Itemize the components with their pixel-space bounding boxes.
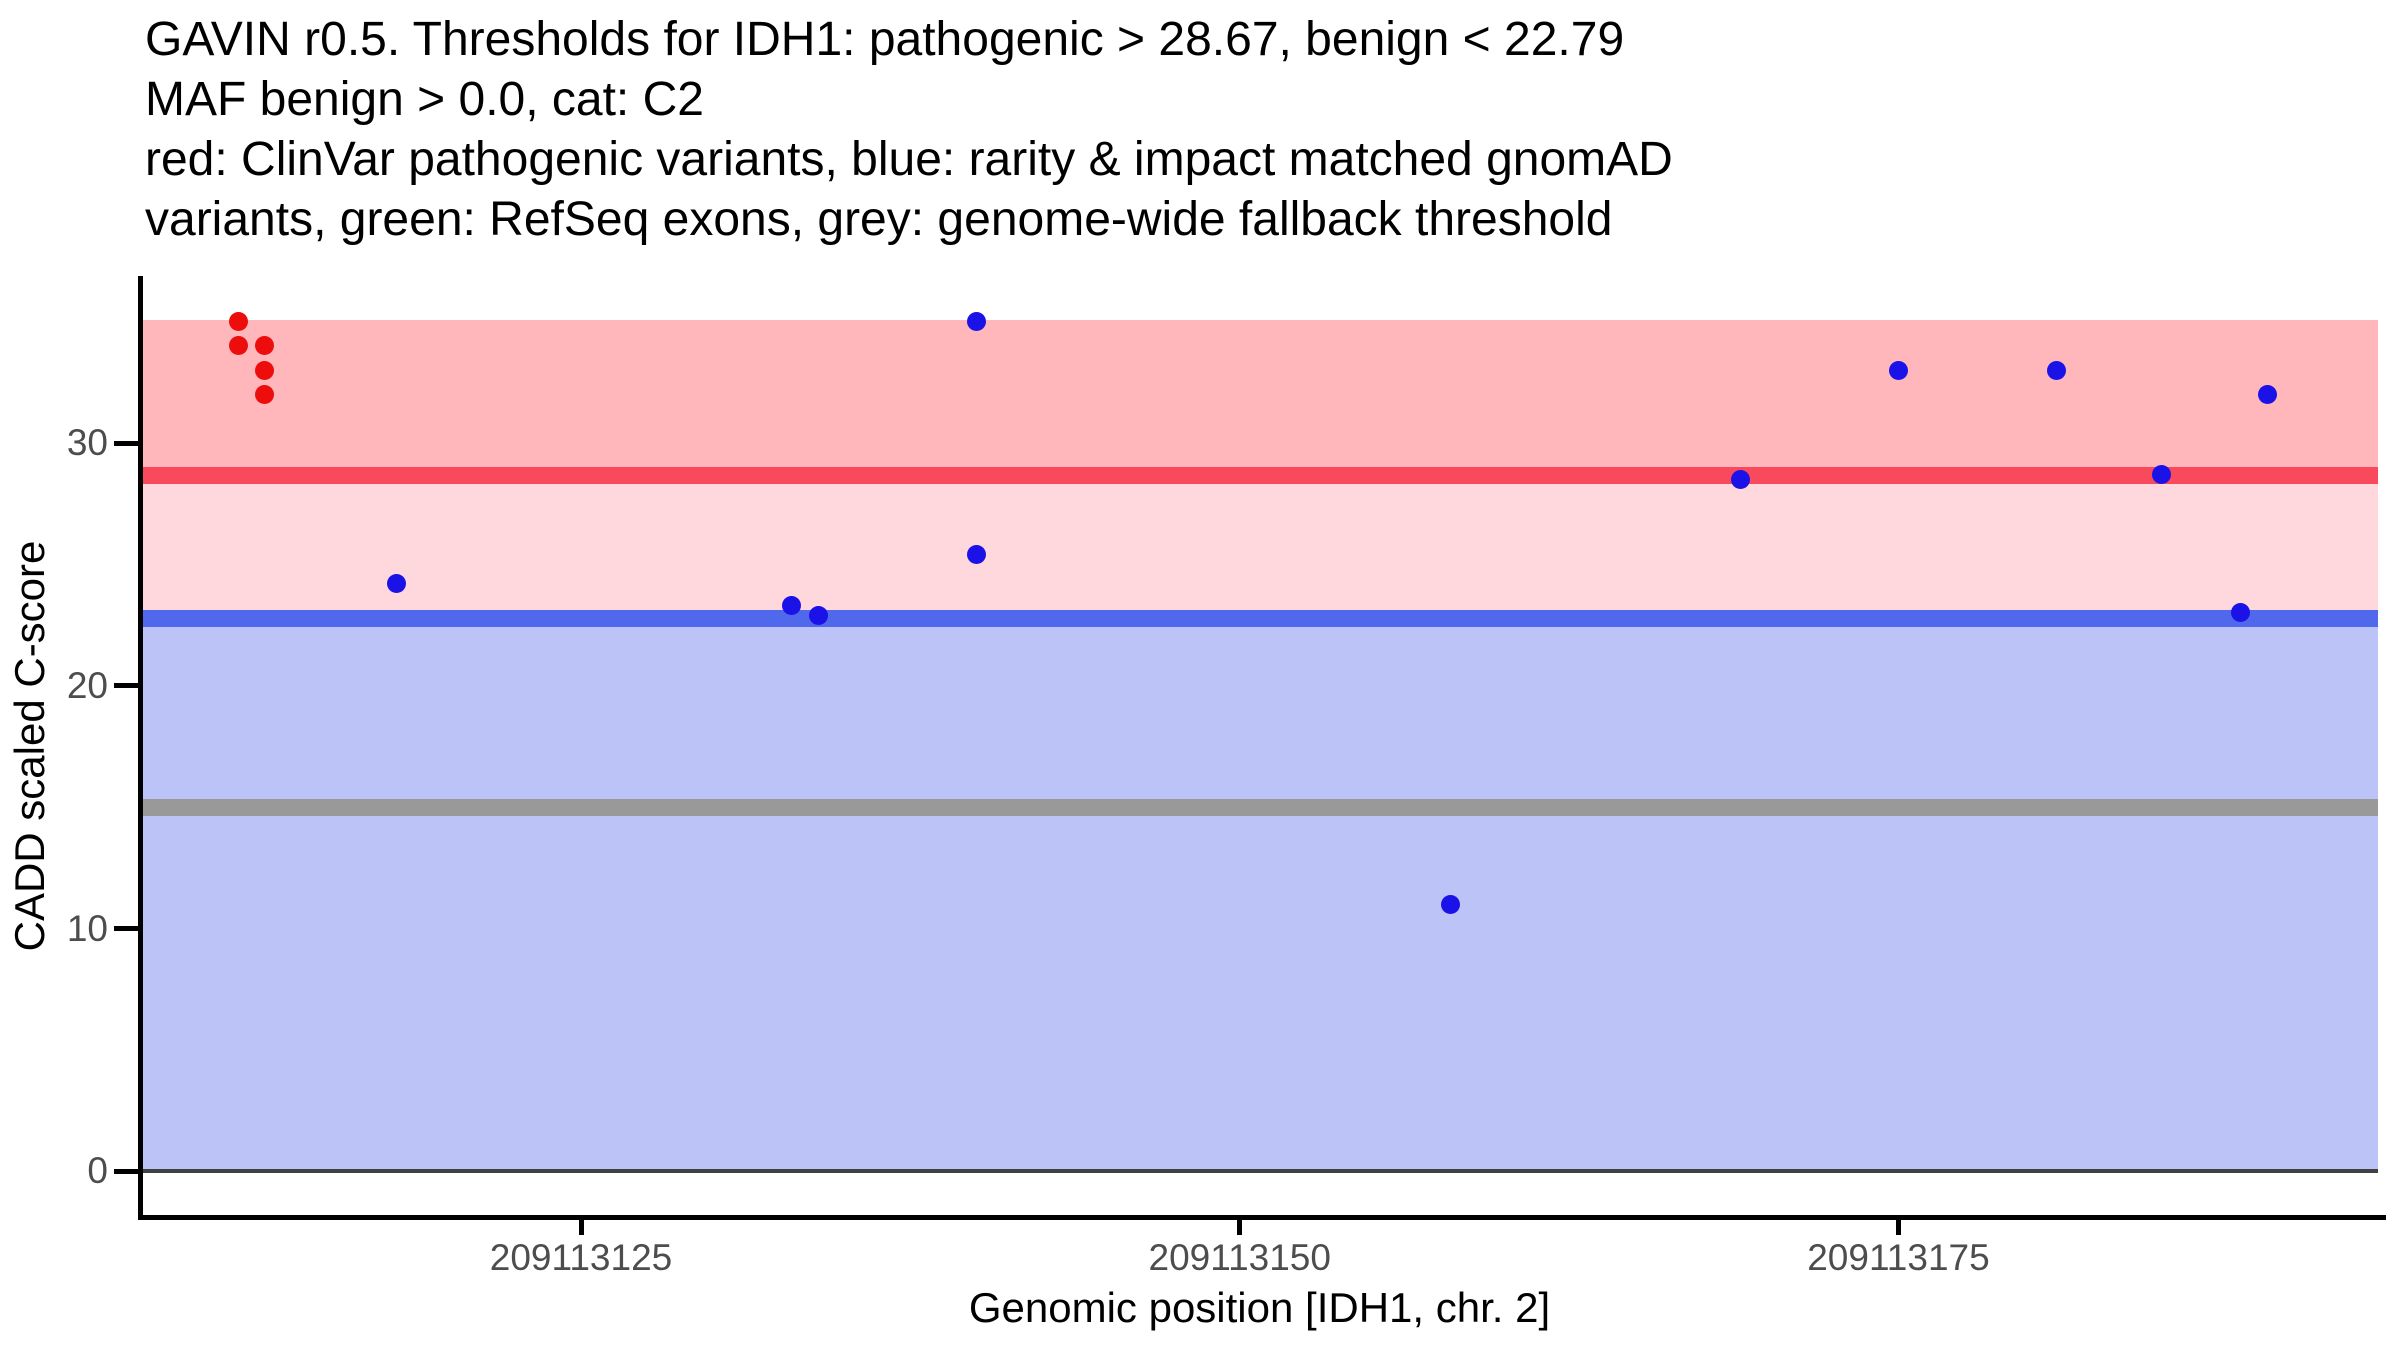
- gnomad-matched-point: [966, 312, 986, 332]
- pathogenic-band: [141, 320, 2378, 476]
- title-line-3: red: ClinVar pathogenic variants, blue: …: [145, 133, 1673, 186]
- benign-band: [141, 618, 2378, 1172]
- clinvar-pathogenic-point: [228, 336, 248, 356]
- gnomad-matched-point: [387, 574, 407, 594]
- y-axis-tick: [114, 683, 138, 689]
- gnomad-matched-point: [1441, 894, 1461, 914]
- fallback-threshold-line: [141, 798, 2378, 816]
- benign-threshold-line: [141, 609, 2378, 627]
- x-axis-tick: [1895, 1220, 1901, 1235]
- y-axis-tick: [114, 1168, 138, 1174]
- x-axis-label: Genomic position [IDH1, chr. 2]: [968, 1284, 1551, 1331]
- x-axis-tick: [1237, 1220, 1243, 1235]
- x-tick-label: 209113125: [489, 1237, 673, 1278]
- gnomad-matched-point: [782, 596, 802, 616]
- gnomad-matched-point: [2231, 603, 2251, 623]
- plot-title: GAVIN r0.5. Thresholds for IDH1: pathoge…: [145, 10, 1673, 250]
- y-axis-line: [138, 276, 143, 1220]
- zero-line: [141, 1169, 2378, 1174]
- y-axis-tick: [114, 926, 138, 932]
- y-tick-label: 30: [66, 422, 108, 464]
- gnomad-matched-point: [2257, 385, 2277, 405]
- gnomad-matched-point: [808, 605, 828, 625]
- y-axis-tick: [114, 440, 138, 446]
- clinvar-pathogenic-point: [255, 336, 275, 356]
- x-tick-label: 209113150: [1148, 1237, 1331, 1278]
- gnomad-matched-point: [1730, 469, 1750, 489]
- pathogenic-threshold-line: [141, 466, 2378, 484]
- x-axis-tick: [578, 1220, 584, 1235]
- y-tick-label: 10: [66, 907, 108, 949]
- y-tick-label: 20: [66, 664, 108, 706]
- x-tick-label: 209113175: [1807, 1237, 1990, 1278]
- gnomad-matched-point: [1888, 360, 1908, 380]
- gnomad-matched-point: [2047, 360, 2067, 380]
- title-line-2: MAF benign > 0.0, cat: C2: [145, 73, 704, 126]
- y-tick-label: 0: [87, 1150, 108, 1192]
- y-axis-label: CADD scaled C-score: [6, 540, 53, 952]
- clinvar-pathogenic-point: [228, 312, 248, 332]
- clinvar-pathogenic-point: [255, 385, 275, 405]
- gnomad-matched-point: [2152, 465, 2172, 485]
- clinvar-pathogenic-point: [255, 360, 275, 380]
- gnomad-matched-point: [966, 545, 986, 565]
- uncertain-band: [141, 475, 2378, 619]
- title-line-1: GAVIN r0.5. Thresholds for IDH1: pathoge…: [145, 13, 1625, 66]
- title-line-4: variants, green: RefSeq exons, grey: gen…: [145, 193, 1613, 246]
- x-axis-line: [138, 1215, 2386, 1220]
